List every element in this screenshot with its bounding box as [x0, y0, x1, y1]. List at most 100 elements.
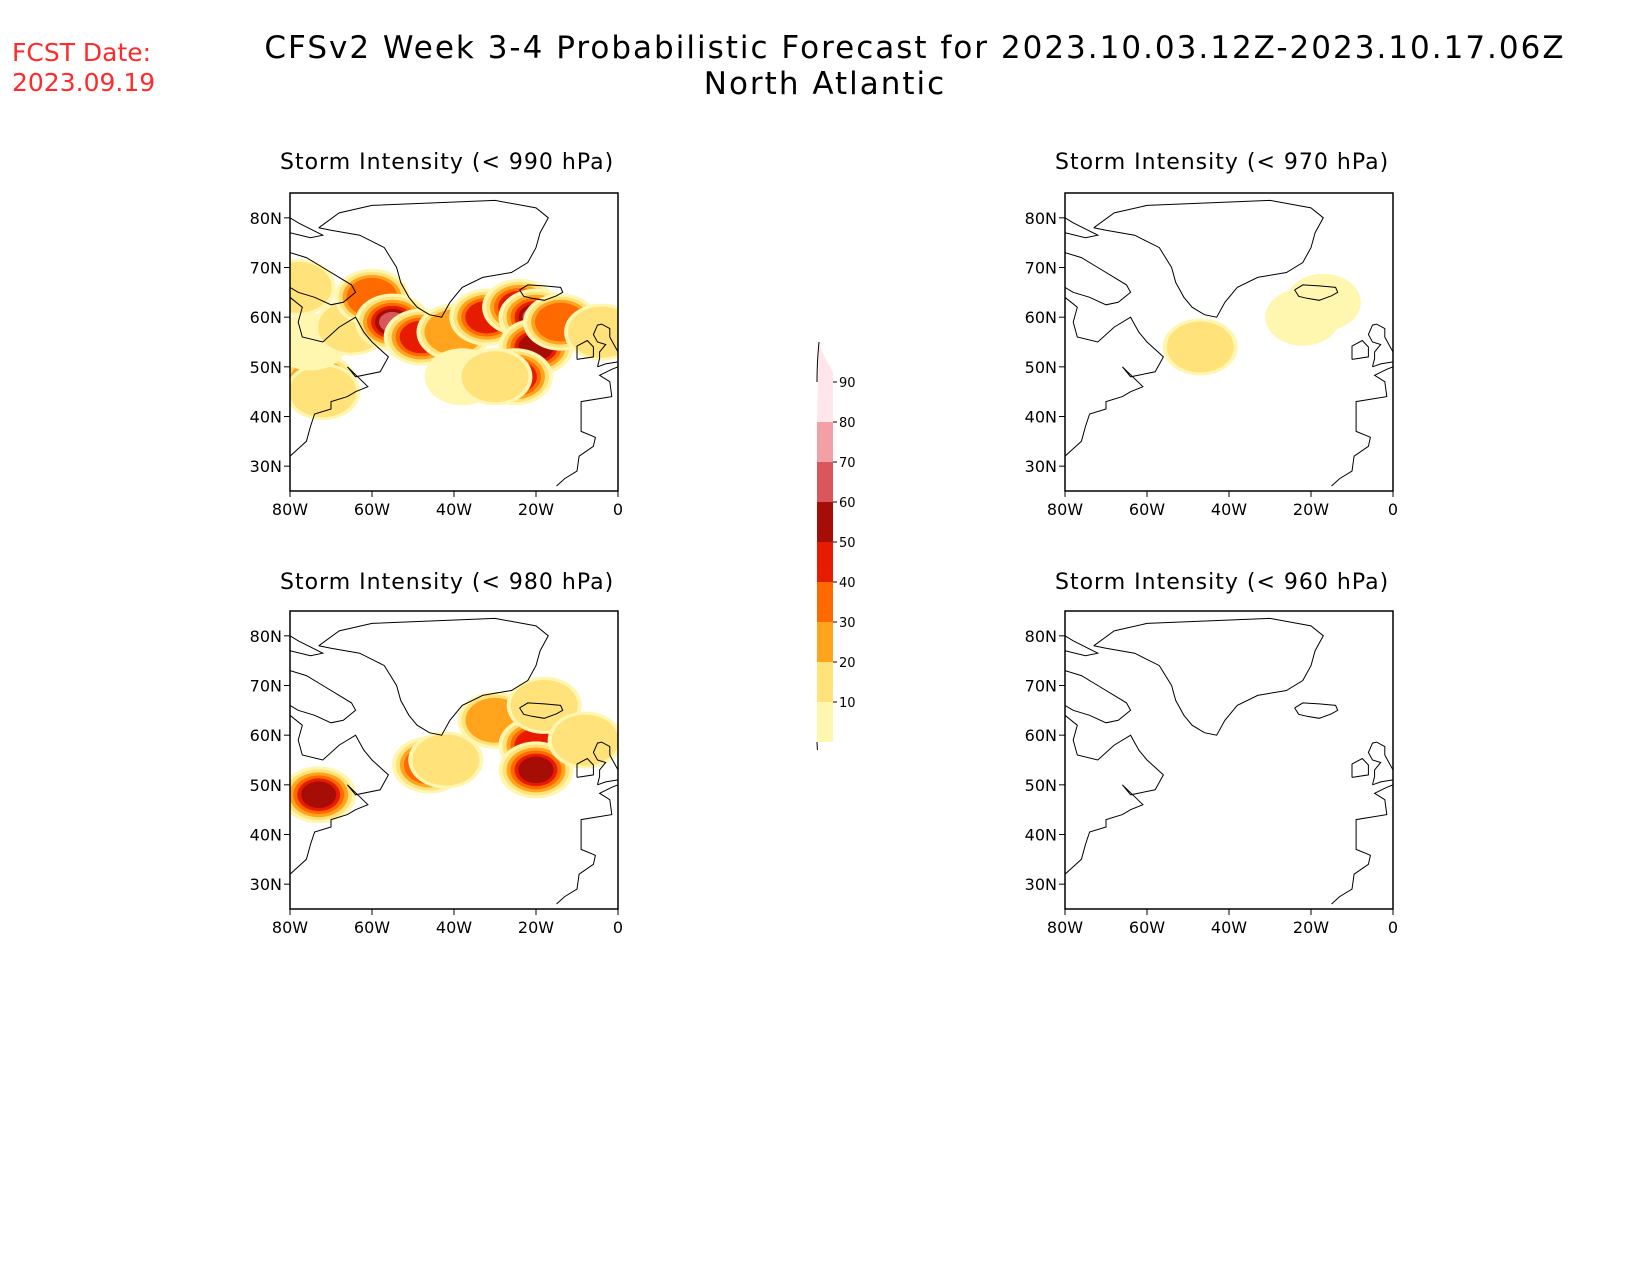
coastline-0: [318, 617, 549, 736]
coastline-7: [556, 784, 618, 905]
colorbar: 10 20 30 40 50 60 70 80 90: [816, 341, 856, 750]
coastline-2: [290, 252, 357, 306]
coastline-2: [1065, 670, 1132, 724]
lon-tick-label: 40W: [436, 918, 472, 937]
coastline-4: [1294, 702, 1339, 719]
lat-tick-label: 80N: [250, 627, 282, 646]
forecast-date-block: FCST Date: 2023.09.19: [12, 38, 155, 98]
lat-tick-label: 30N: [1025, 457, 1057, 476]
probability-region-2-level-2: [412, 734, 480, 786]
lat-tick-label: 60N: [1025, 308, 1057, 327]
coastline-4: [1294, 284, 1339, 301]
lon-tick-label: 40W: [1211, 500, 1247, 519]
coastline-6: [1351, 757, 1369, 778]
lon-tick-label: 80W: [272, 918, 308, 937]
map-panel-980: 80N 70N 60N 50N 40N 30N 80W 60W 40W 20W 0: [250, 610, 623, 937]
coastline-0: [1093, 199, 1324, 318]
colorbar-label: 60: [839, 496, 856, 511]
lon-tick-label: 20W: [518, 918, 554, 937]
probability-region-0-level-2: [1166, 321, 1234, 373]
coastline-4: [519, 284, 564, 301]
probability-region-2-level-1: [1265, 288, 1341, 346]
lat-tick-label: 40N: [250, 408, 282, 427]
map-panel-990: 80N 70N 60N 50N 40N 30N 80W 60W 40W 20W 0: [250, 192, 623, 519]
coastline-3: [1065, 635, 1100, 657]
coastline-5: [1367, 323, 1393, 368]
colorbar-tail: [816, 741, 818, 750]
main-title: CFSv2 Week 3-4 Probabilistic Forecast fo…: [264, 30, 1566, 66]
lon-tick-label: 40W: [1211, 918, 1247, 937]
lon-tick-label: 20W: [1293, 918, 1329, 937]
lat-tick-label: 40N: [1025, 408, 1057, 427]
colorbar-segment: [817, 662, 833, 702]
lon-tick-label: 0: [1388, 918, 1398, 937]
lat-tick-label: 50N: [1025, 776, 1057, 795]
colorbar-label: 40: [839, 576, 856, 591]
map-panel-970: 80N 70N 60N 50N 40N 30N 80W 60W 40W 20W 0: [1025, 192, 1398, 519]
colorbar-label: 80: [839, 416, 856, 431]
lat-tick-label: 30N: [1025, 875, 1057, 894]
coastline-2: [1065, 252, 1132, 306]
lon-tick-label: 60W: [1129, 918, 1165, 937]
lat-tick-label: 80N: [1025, 209, 1057, 228]
probability-region-7-level-2: [551, 714, 618, 766]
panel-title-970: Storm Intensity (< 970 hPa): [1055, 150, 1390, 175]
colorbar-segment: [817, 422, 833, 462]
probability-region-0-level-6: [301, 781, 337, 809]
plot-area: [1065, 611, 1393, 909]
lat-tick-label: 50N: [250, 776, 282, 795]
lon-tick-label: 80W: [1047, 500, 1083, 519]
coastline-2: [290, 670, 357, 724]
coastline-4: [519, 702, 564, 719]
coastline-7: [1331, 784, 1393, 905]
lat-tick-label: 60N: [250, 726, 282, 745]
coastline-3: [290, 635, 325, 657]
lat-tick-label: 30N: [250, 875, 282, 894]
lon-tick-label: 40W: [436, 500, 472, 519]
region-subtitle: North Atlantic: [703, 66, 947, 102]
lat-tick-label: 40N: [250, 826, 282, 845]
lon-tick-label: 20W: [518, 500, 554, 519]
coastline-6: [576, 757, 594, 778]
colorbar-segment: [817, 502, 833, 542]
probability-region-5-level-6: [518, 756, 554, 784]
lat-tick-label: 80N: [1025, 627, 1057, 646]
lat-tick-label: 30N: [250, 457, 282, 476]
colorbar-segment: [817, 462, 833, 502]
coastline-6: [1351, 339, 1369, 360]
forecast-date-label: FCST Date:: [12, 38, 152, 67]
lon-tick-label: 20W: [1293, 500, 1329, 519]
lat-tick-label: 70N: [250, 677, 282, 696]
coastline-1: [290, 714, 390, 875]
lat-tick-label: 70N: [1025, 677, 1057, 696]
colorbar-segment: [817, 622, 833, 662]
probability-region-17-level-2: [461, 351, 529, 403]
panel-title-980: Storm Intensity (< 980 hPa): [280, 570, 615, 595]
coastline-6: [576, 339, 594, 360]
colorbar-label: 70: [839, 456, 856, 471]
colorbar-segment-top: [817, 342, 833, 422]
coastline-5: [1367, 741, 1393, 786]
colorbar-label: 30: [839, 616, 856, 631]
lon-tick-label: 60W: [354, 500, 390, 519]
lat-tick-label: 80N: [250, 209, 282, 228]
panel-title-990: Storm Intensity (< 990 hPa): [280, 150, 615, 175]
probability-region-6-level-2: [510, 679, 578, 731]
probability-region-1-level-2: [290, 366, 357, 418]
colorbar-head: [816, 341, 820, 383]
forecast-date-value: 2023.09.19: [12, 68, 156, 97]
coastline-7: [1331, 366, 1393, 487]
coastline-1: [1065, 296, 1165, 457]
lon-tick-label: 80W: [272, 500, 308, 519]
coastline-5: [592, 323, 618, 368]
lat-tick-label: 50N: [250, 358, 282, 377]
coastline-0: [1093, 617, 1324, 736]
colorbar-label: 10: [839, 696, 856, 711]
colorbar-label: 20: [839, 656, 856, 671]
lat-tick-label: 70N: [250, 259, 282, 278]
coastline-0: [318, 199, 549, 318]
lon-tick-label: 60W: [354, 918, 390, 937]
lon-tick-label: 0: [613, 500, 623, 519]
lon-tick-label: 60W: [1129, 500, 1165, 519]
lat-tick-label: 70N: [1025, 259, 1057, 278]
